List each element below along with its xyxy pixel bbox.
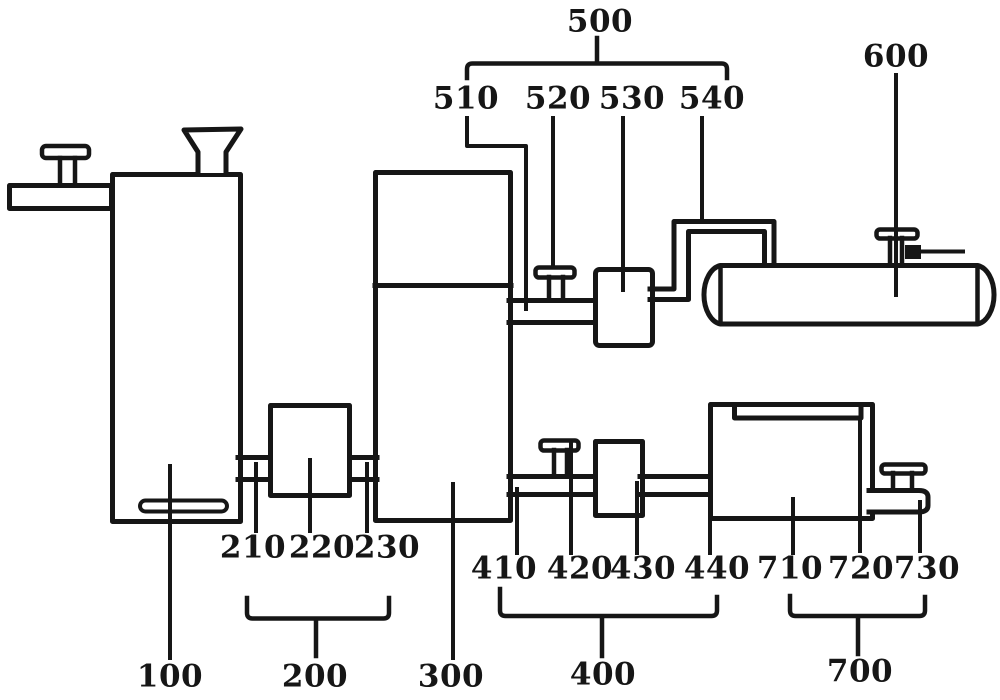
ref-label-700: 700	[826, 653, 894, 690]
ref-label-100: 100	[136, 658, 204, 695]
vessel-100	[110, 172, 243, 524]
pipe-440	[637, 474, 711, 497]
hopper-funnel	[181, 126, 244, 176]
leader-lines	[168, 73, 922, 660]
ref-label-710: 710	[756, 550, 824, 587]
pipe-230	[345, 455, 380, 482]
box-430	[593, 439, 645, 518]
elbow-duct-540	[647, 219, 777, 302]
ref-label-530: 530	[598, 80, 666, 117]
ref-label-500: 500	[566, 3, 634, 40]
valve-420	[538, 438, 581, 477]
outlet-pipe-730	[866, 488, 931, 515]
ref-label-420: 420	[546, 550, 614, 587]
ref-label-540: 540	[678, 80, 746, 117]
ref-label-430: 430	[609, 550, 677, 587]
tank-600	[701, 263, 997, 327]
pipe-510	[506, 298, 601, 325]
valve-600	[874, 227, 965, 267]
ref-label-520: 520	[524, 80, 592, 117]
internal-bar-100	[138, 498, 229, 514]
ref-label-400: 400	[569, 656, 637, 693]
ref-label-410: 410	[470, 550, 538, 587]
inlet-pipe	[7, 183, 114, 211]
leader-510	[465, 116, 528, 311]
brace-400	[497, 586, 720, 659]
valve-520	[533, 265, 577, 301]
valve-730	[879, 462, 928, 491]
ref-label-200: 200	[281, 658, 349, 695]
ref-label-600: 600	[862, 38, 930, 75]
brace-500	[464, 35, 730, 81]
box-220	[268, 403, 352, 498]
brace-200	[244, 595, 392, 659]
inlet-valve	[39, 143, 92, 188]
ref-label-230: 230	[353, 529, 421, 566]
baffle-720	[732, 403, 864, 421]
brace-700	[787, 593, 928, 657]
ref-label-300: 300	[417, 658, 485, 695]
tank-600-seams	[718, 263, 980, 326]
ref-label-720: 720	[827, 550, 895, 587]
vessel-300	[372, 170, 514, 523]
valve-600-block	[905, 245, 921, 259]
group-braces	[244, 35, 928, 659]
pipe-410	[506, 474, 601, 497]
ref-label-730: 730	[893, 550, 961, 587]
ref-label-510: 510	[432, 80, 500, 117]
ref-label-220: 220	[288, 529, 356, 566]
ref-label-440: 440	[683, 550, 751, 587]
ref-label-210: 210	[219, 529, 287, 566]
